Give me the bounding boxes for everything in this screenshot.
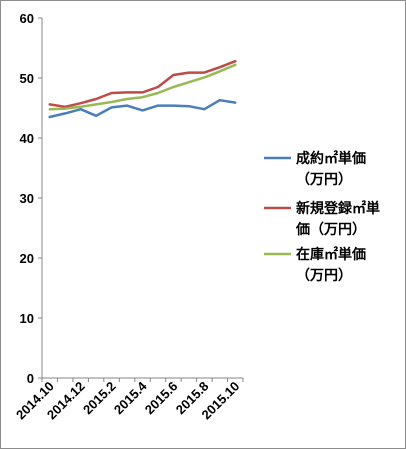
series-line-2 bbox=[48, 59, 237, 109]
y-tick-label: 30 bbox=[20, 191, 34, 206]
legend-label-1: （万円） bbox=[296, 172, 352, 188]
axes bbox=[38, 17, 244, 382]
x-tick-labels: 2014.102014.122015.22015.42015.62015.820… bbox=[13, 378, 242, 422]
legend-label-2: 価（万円） bbox=[295, 221, 366, 238]
y-tick-label: 0 bbox=[27, 371, 34, 386]
y-tick-label: 10 bbox=[20, 311, 34, 326]
x-tick-label: 2015.2 bbox=[80, 379, 119, 418]
x-tick-label: 2015.6 bbox=[142, 379, 181, 418]
y-tick-labels: 0 10 20 30 40 50 60 bbox=[20, 11, 34, 386]
y-tick-label: 60 bbox=[20, 11, 34, 26]
legend-label-1: 成約㎡単価 bbox=[296, 150, 366, 167]
series-line-3 bbox=[48, 63, 237, 111]
legend-label-3: （万円） bbox=[296, 268, 352, 284]
series-lines bbox=[48, 59, 237, 119]
y-tick-label: 40 bbox=[20, 131, 34, 146]
y-tick-label: 50 bbox=[20, 71, 34, 86]
legend-label-2: 新規登録㎡単 bbox=[296, 200, 380, 217]
legend-label-3: 在庫㎡単価 bbox=[296, 246, 366, 263]
x-tick-label: 2015.4 bbox=[111, 378, 150, 417]
y-tick-label: 20 bbox=[20, 251, 34, 266]
series-line-1 bbox=[48, 98, 237, 119]
